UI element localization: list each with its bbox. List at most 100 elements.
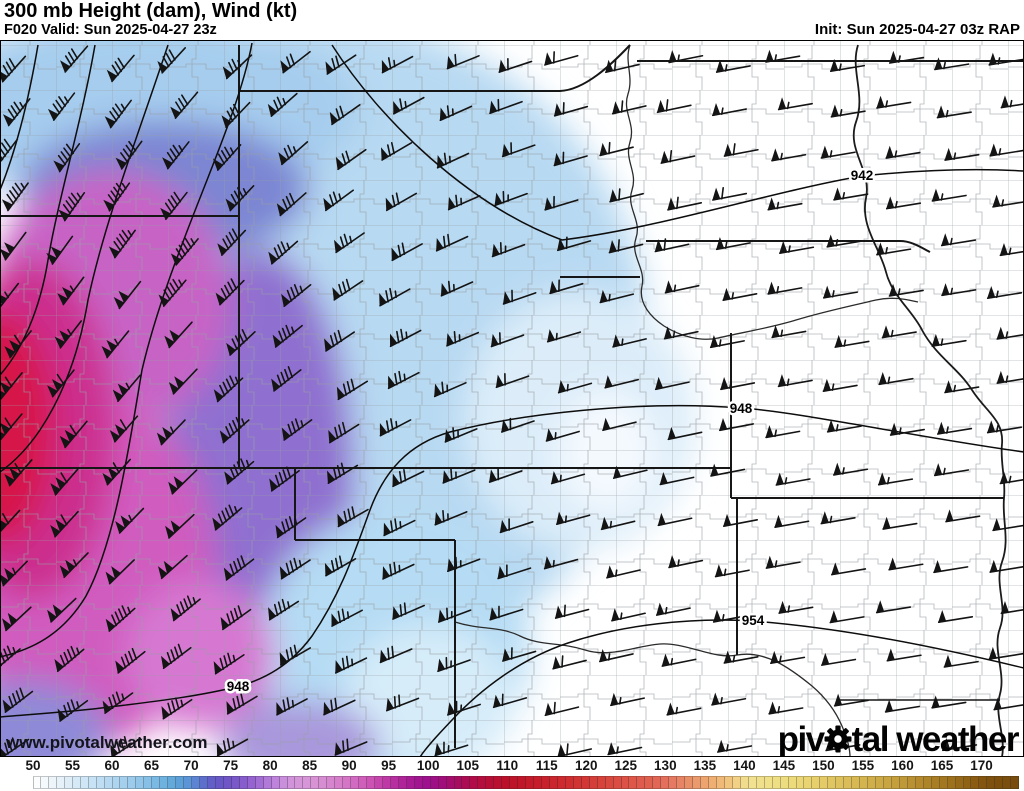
colorbar-cell	[351, 776, 360, 789]
colorbar-cell	[390, 776, 399, 789]
contour-label: 948	[730, 401, 753, 416]
colorbar-cell	[947, 776, 956, 789]
colorbar-tick-label: 55	[65, 758, 81, 773]
colorbar-cell	[80, 776, 89, 789]
colorbar-cell	[64, 776, 73, 789]
wind-barbs	[0, 45, 1024, 757]
model-init-time: Init: Sun 2025-04-27 03z RAP	[814, 21, 1020, 38]
colorbar-cell	[48, 776, 57, 789]
colorbar-cell	[701, 776, 710, 789]
colorbar-cell	[382, 776, 391, 789]
colorbar-cell	[40, 776, 49, 789]
colorbar-cell	[788, 776, 797, 789]
colorbar-tick-label: 130	[654, 758, 677, 773]
colorbar-cell	[796, 776, 805, 789]
colorbar-tick-label: 140	[733, 758, 756, 773]
colorbar-cell	[88, 776, 97, 789]
colorbar-cell	[414, 776, 423, 789]
colorbar-cell	[820, 776, 829, 789]
colorbar-cell	[613, 776, 622, 789]
colorbar-tick-label: 80	[262, 758, 278, 773]
watermark-url: www.pivotalweather.com	[6, 733, 208, 752]
colorbar-cell	[510, 776, 519, 789]
colorbar-cell	[629, 776, 638, 789]
river-lines	[454, 44, 1007, 757]
colorbar-cell	[907, 776, 916, 789]
colorbar-cell	[239, 776, 248, 789]
colorbar-cell	[359, 776, 368, 789]
colorbar-tick-label: 90	[341, 758, 357, 773]
logo-text-left: piv	[777, 720, 826, 759]
colorbar-cell	[526, 776, 535, 789]
colorbar-tick-label: 100	[416, 758, 440, 773]
colorbar-cell	[812, 776, 821, 789]
colorbar-cell	[255, 776, 264, 789]
colorbar-tick-label: 85	[302, 758, 318, 773]
contour-labels: 942 948 954 948	[224, 166, 876, 697]
colorbar-cell	[876, 776, 884, 789]
colorbar-tick-label: 95	[381, 758, 397, 773]
colorbar-cell	[780, 776, 789, 789]
colorbar-cell	[772, 776, 781, 789]
colorbar-cell	[478, 776, 487, 789]
colorbar-cell	[860, 776, 869, 789]
colorbar-cell	[804, 776, 813, 789]
colorbar-cell	[971, 776, 980, 789]
colorbar-cell	[891, 776, 900, 789]
colorbar: 50 55 60 65 70 75 80 85 90 95 100 105 110 115 120 125 13…	[0, 757, 1024, 791]
colorbar-cell	[661, 776, 670, 789]
colorbar-tick-label: 115	[535, 758, 558, 773]
colorbar-cell	[192, 776, 201, 789]
colorbar-cell	[430, 776, 439, 789]
colorbar-cell	[589, 776, 598, 789]
colorbar-cell	[621, 776, 630, 789]
colorbar-cell	[176, 776, 185, 789]
colorbar-cell	[104, 776, 113, 789]
colorbar-cell	[502, 776, 511, 789]
colorbar-cell	[303, 776, 312, 789]
colorbar-cell	[215, 776, 224, 789]
colorbar-cell	[152, 776, 161, 789]
brand-logo: piv tal weather	[777, 720, 1020, 759]
missouri-river	[625, 44, 919, 340]
contour-label: 942	[851, 168, 874, 183]
colorbar-ticks: 50 55 60 65 70 75 80 85 90 95 100 105 110 115 120 125 13…	[0, 757, 1024, 776]
colorbar-cell	[828, 776, 837, 789]
colorbar-tick-label: 125	[614, 758, 638, 773]
colorbar-cell	[987, 776, 996, 789]
colorbar-tick-label: 155	[851, 758, 875, 773]
colorbar-tick-label: 170	[970, 758, 993, 773]
colorbar-cell	[33, 776, 41, 789]
colorbar-cell	[645, 776, 654, 789]
colorbar-cell	[438, 776, 447, 789]
colorbar-cell	[1011, 776, 1020, 789]
colorbar-cell	[685, 776, 694, 789]
colorbar-cell	[311, 776, 320, 789]
colorbar-cell	[327, 776, 336, 789]
colorbar-cell	[883, 776, 892, 789]
colorbar-tick-label: 165	[930, 758, 954, 773]
colorbar-cell	[724, 776, 733, 789]
colorbar-cell	[1003, 776, 1012, 789]
colorbar-cell	[693, 776, 702, 789]
colorbar-cell	[263, 776, 272, 789]
colorbar-cell	[955, 776, 964, 789]
colorbar-tick-label: 145	[772, 758, 796, 773]
colorbar-tick-label: 50	[25, 758, 41, 773]
colorbar-cell	[398, 776, 407, 789]
colorbar-cell	[446, 776, 455, 789]
colorbar-cell	[844, 776, 853, 789]
colorbar-cell	[518, 776, 527, 789]
header: 300 mb Height (dam), Wind (kt) F020 Vali…	[0, 0, 1024, 40]
colorbar-cell	[764, 776, 773, 789]
colorbar-cell	[923, 776, 932, 789]
colorbar-tick-label: 135	[693, 758, 717, 773]
colorbar-cell	[486, 776, 495, 789]
colorbar-cell	[716, 776, 725, 789]
county-boundaries	[0, 40, 1024, 757]
colorbar-cell	[732, 776, 741, 789]
colorbar-cell	[748, 776, 757, 789]
colorbar-cell	[335, 776, 344, 789]
colorbar-cell	[343, 776, 352, 789]
